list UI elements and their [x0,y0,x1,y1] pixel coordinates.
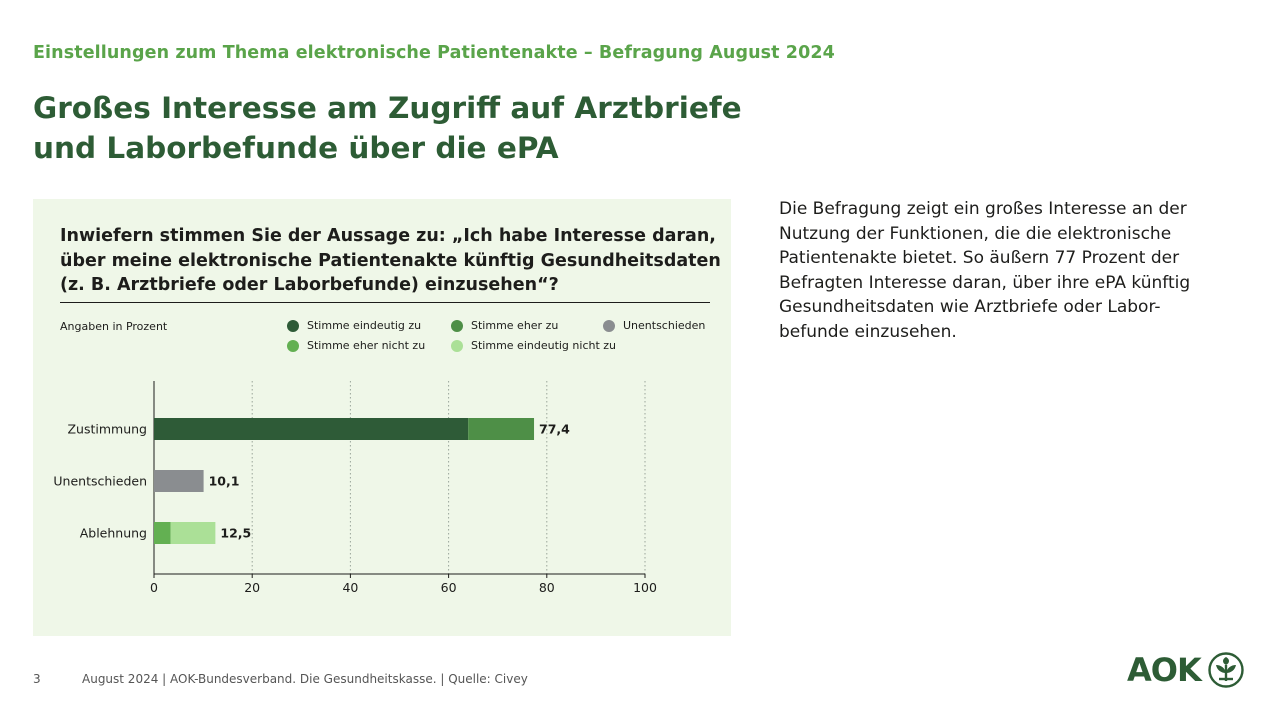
value-label-zustimmung: 77,4 [539,422,570,437]
aok-logo: AOK [1127,651,1245,689]
legend-item-stimme-eher-zu: Stimme eher zu [451,319,558,332]
x-tick-label-0: 0 [150,580,158,595]
legend-item-stimme-eher-nicht-zu: Stimme eher nicht zu [287,339,425,352]
footer-text: August 2024 | AOK-Bundesverband. Die Ges… [82,672,528,686]
legend-label: Stimme eher nicht zu [307,339,426,352]
legend-item-stimme-eindeutig-zu: Stimme eindeutig zu [287,319,421,332]
legend-label: Stimme eindeutig nicht zu [471,339,617,352]
category-label-zustimmung: Zustimmung [67,422,147,437]
survey-question-line-1: Inwiefern stimmen Sie der Aussage zu: „I… [60,226,716,246]
aok-tree-icon [1208,652,1244,688]
legend-swatch [451,339,463,352]
page-title: Großes Interesse am Zugriff auf Arztbrie… [33,88,793,168]
logo-text: AOK [1127,651,1202,689]
bar-zustimmung-stimme-eindeutig-zu [154,418,469,440]
survey-question: Inwiefern stimmen Sie der Aussage zu: „I… [60,224,725,298]
legend-swatch [287,339,299,352]
value-label-unentschieden: 10,1 [209,474,240,489]
legend-label: Stimme eindeutig zu [307,319,422,332]
question-divider [60,302,710,303]
x-tick-label-40: 40 [342,580,358,595]
category-label-ablehnung: Ablehnung [80,526,147,541]
survey-question-line-3: (z. B. Arztbriefe oder Laborbefunde) ein… [60,275,559,295]
page-title-line-2: und Laborbefunde über die ePA [33,131,559,165]
page-title-line-1: Großes Interesse am Zugriff auf Arztbrie… [33,91,742,125]
legend-swatch [603,319,615,332]
survey-question-line-2: über meine elektronische Patientenakte k… [60,250,721,271]
x-tick-label-100: 100 [633,580,657,595]
legend-swatch [287,319,299,332]
bar-ablehnung-stimme-eher-nicht-zu [154,522,171,544]
kicker: Einstellungen zum Thema elektronische Pa… [33,43,835,63]
category-label-unentschieden: Unentschieden [53,474,147,489]
x-tick-label-80: 80 [539,580,555,595]
chart-legend: Stimme eindeutig zu Stimme eher zu Unentsc… [287,319,727,359]
x-tick-label-20: 20 [244,580,260,595]
bar-zustimmung-stimme-eher-zu [468,418,535,440]
page-number: 3 [33,672,41,686]
legend-swatch [451,319,463,332]
legend-item-stimme-eindeutig-nicht-zu: Stimme eindeutig nicht zu [451,339,616,352]
bar-ablehnung-stimme-eindeutig-nicht-zu [170,522,216,544]
chart-card: Inwiefern stimmen Sie der Aussage zu: „I… [33,199,731,636]
legend-item-unentschieden: Unentschieden [603,319,705,332]
legend-label: Stimme eher zu [471,319,559,332]
x-tick-label-60: 60 [441,580,457,595]
legend-label: Unentschieden [623,319,706,332]
body-text: Die Befragung zeigt ein großes Interesse… [779,199,1191,342]
value-label-ablehnung: 12,5 [220,526,251,541]
unit-note: Angaben in Prozent [60,320,168,333]
bar-unentschieden-unentschieden [154,470,204,492]
bar-chart: 0 20 40 60 80 100 Zustimmung 77,4 Unentschieden 1… [53,381,657,595]
